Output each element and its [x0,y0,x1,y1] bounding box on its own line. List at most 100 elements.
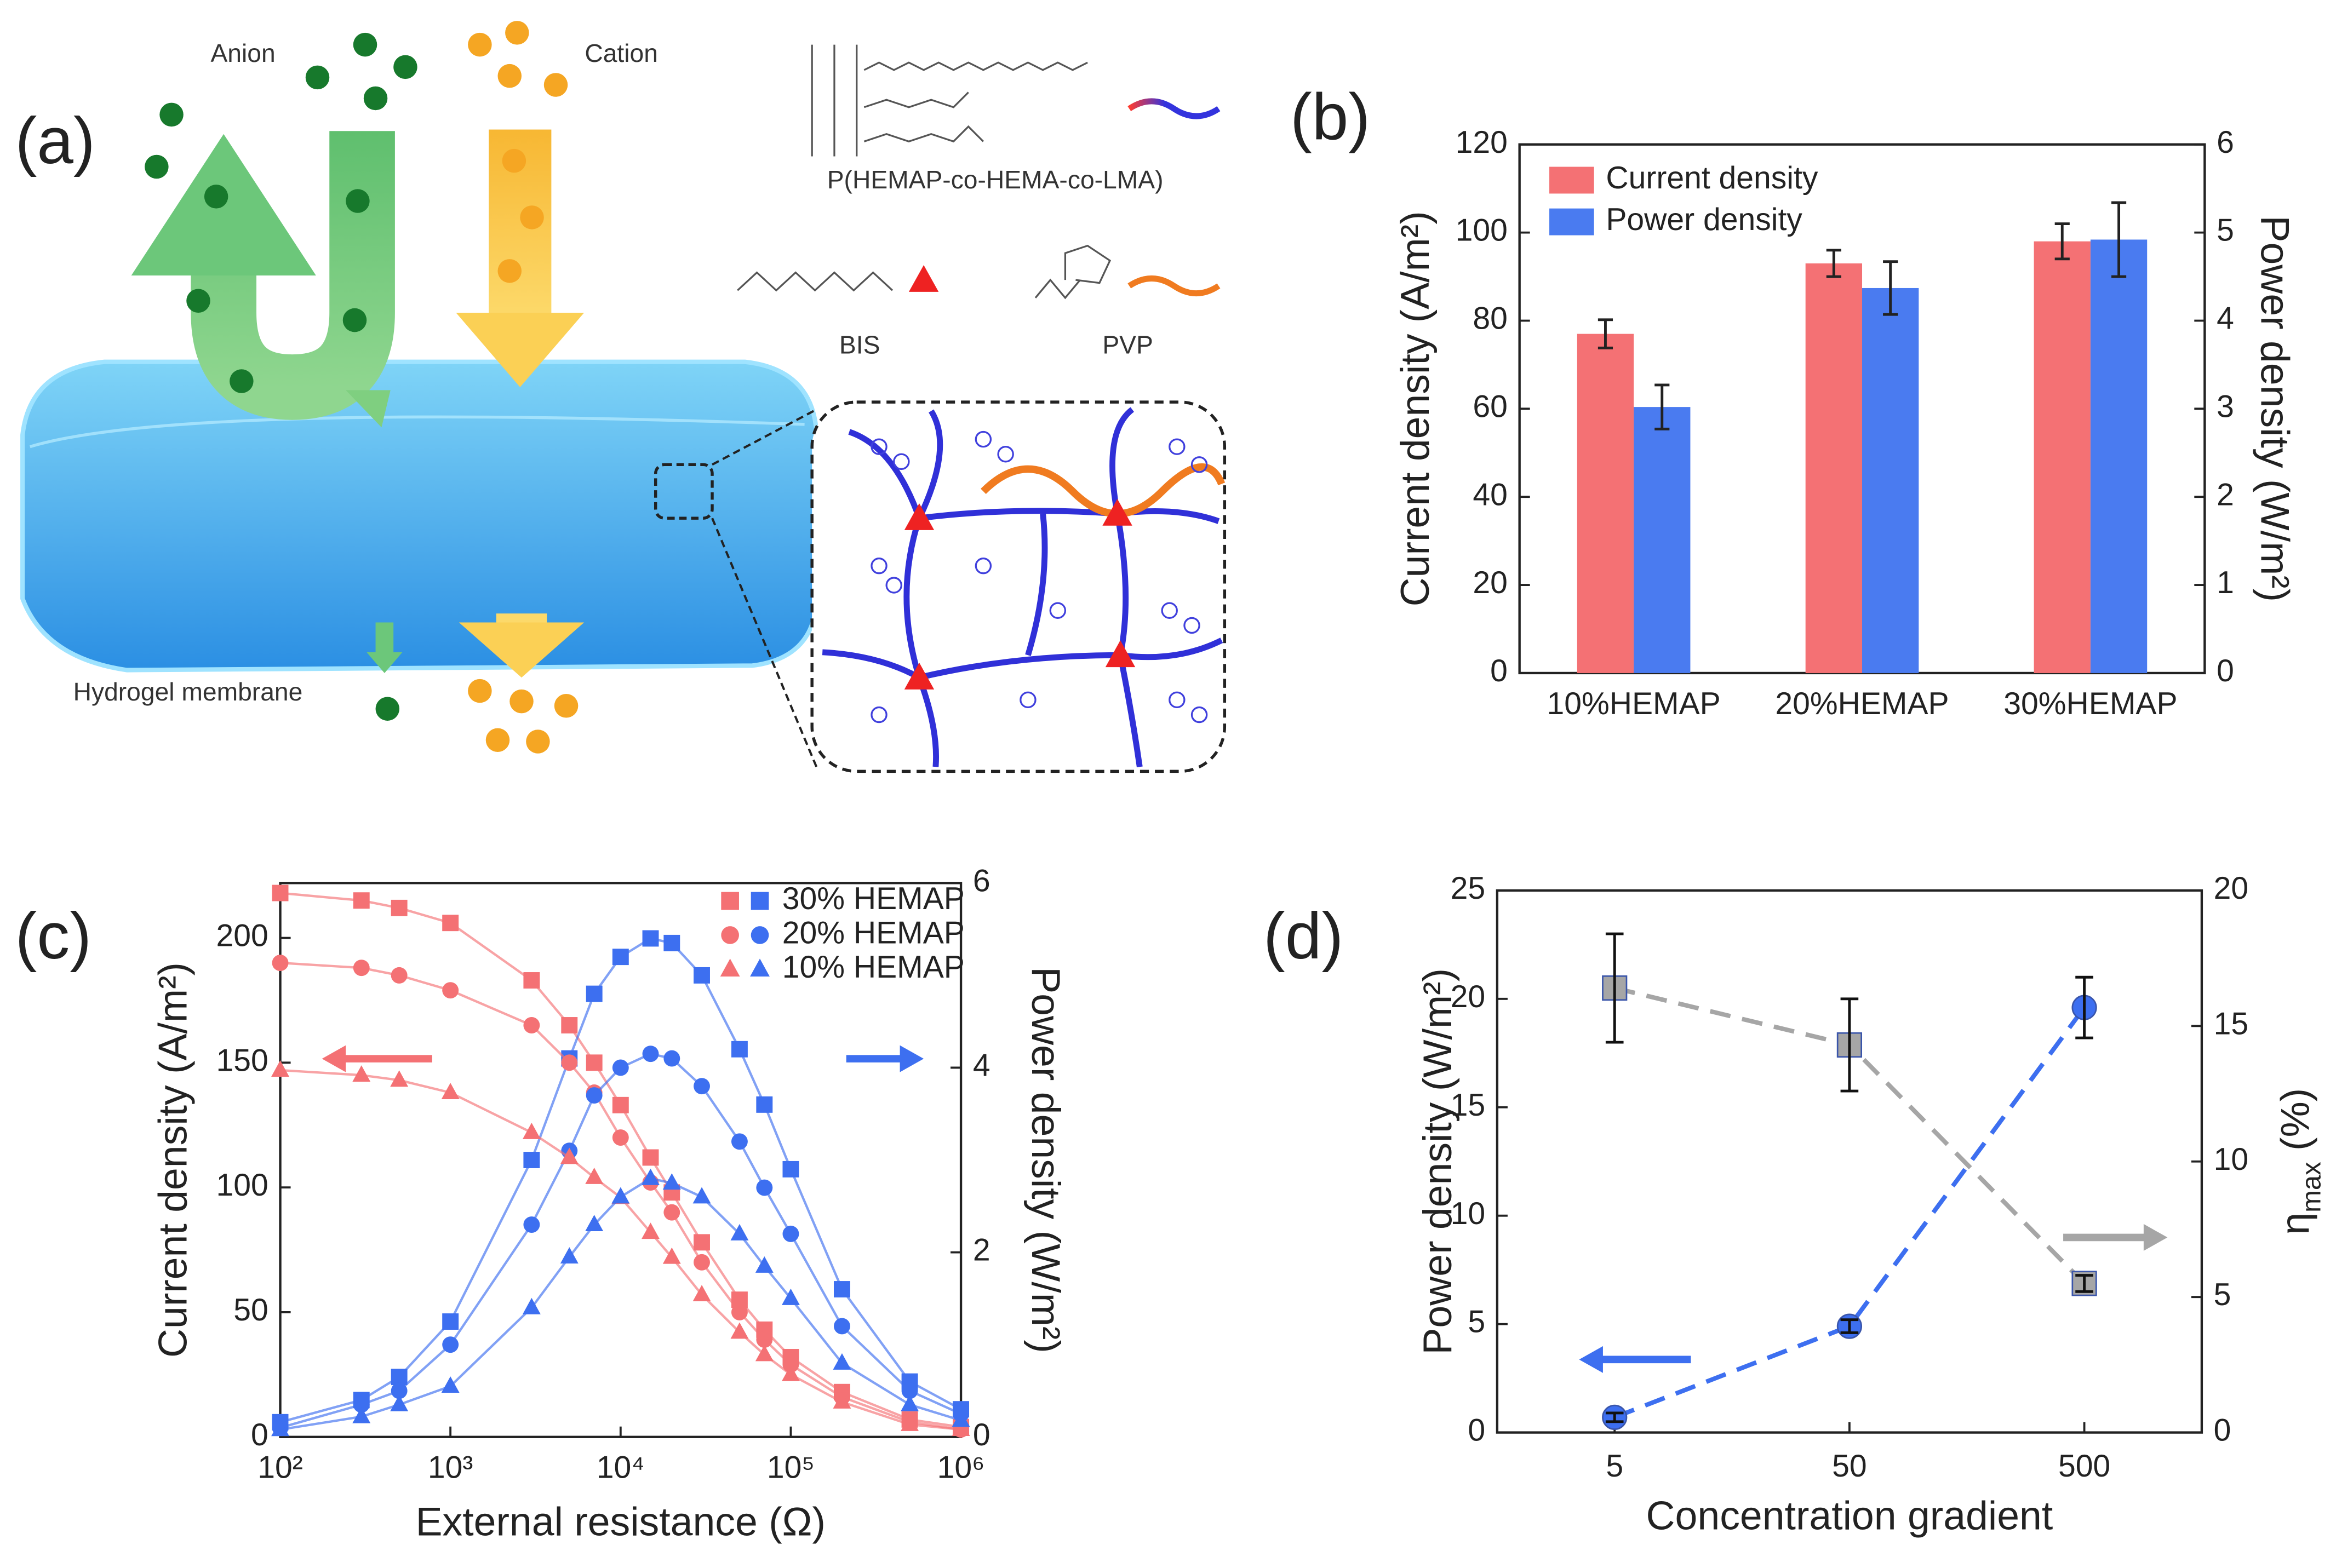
marker [586,1087,603,1104]
y2-axis-label: Power density (W/m²) [2252,216,2297,602]
error-bar [2054,222,2070,261]
zoom-box [654,463,714,520]
marker [271,1420,289,1437]
marker [586,1054,603,1071]
y-tick-label: 20 [1473,565,1508,600]
marker [586,985,603,1002]
bar [1634,407,1691,673]
marker [271,1060,289,1077]
x-tick-label: 10⁵ [767,1450,815,1485]
marker [781,1288,800,1305]
anion-arrow-tip [346,390,391,428]
pvp-icon [1127,275,1221,297]
marker [663,1050,680,1067]
error-bar [1840,1318,1859,1334]
y2-axis-label-part: η [2273,1213,2318,1235]
membrane-label: Hydrogel membrane [73,677,303,706]
marker [390,1394,409,1411]
marker [750,958,770,977]
marker [662,1247,681,1264]
marker [833,1353,851,1370]
axis-arrow-head [2143,1224,2168,1251]
marker [731,1133,748,1150]
marker [781,1364,800,1381]
anion-out-head [367,652,403,673]
marker [694,1254,710,1271]
schematic: Anion Cation Hydrogel membrane P(HEMAP-c… [20,21,1227,773]
marker [612,949,629,966]
marker [751,926,769,944]
y2-tick-label: 5 [2214,1277,2231,1312]
y-tick-label: 200 [216,918,268,954]
marker [441,1376,460,1393]
error-bar [1605,932,1624,1044]
marker [352,1406,371,1423]
series-line [279,937,962,1423]
series-line [1613,1006,2086,1420]
marker [952,1420,970,1437]
y2-tick-label: 0 [2214,1413,2231,1448]
y2-tick-label: 2 [973,1233,990,1268]
x-tick-label: 10%HEMAP [1547,686,1720,721]
error-bar [2075,1274,2093,1293]
x-tick-label: 10² [257,1450,303,1485]
marker [522,1297,541,1314]
y-tick-label: 50 [233,1293,268,1328]
marker [442,915,459,932]
y2-tick-label: 4 [973,1048,990,1083]
pvp-label: PVP [1102,331,1153,359]
cation-label: Cation [585,39,658,67]
crosslinks [904,498,1136,690]
y-tick-label: 0 [251,1417,268,1452]
bar [1862,288,1919,673]
panel-label: (a) [15,105,95,177]
marker [642,1168,660,1185]
marker [442,1313,459,1330]
marker [442,982,459,999]
marker [756,1331,773,1348]
x-tick-label: 5 [1606,1449,1623,1484]
phosphate-groups [871,430,1208,723]
x-axis-label: External resistance (Ω) [416,1500,826,1544]
bar [1577,334,1634,673]
x-tick-label: 10³ [428,1450,473,1485]
marker [756,1096,773,1113]
anion-arrow [191,131,395,420]
marker [442,1336,459,1353]
plot-frame [279,882,963,1438]
marker [523,1017,540,1033]
marker [522,1122,541,1139]
marker [692,1187,711,1204]
network-inset [810,400,1227,773]
marker [663,934,680,951]
bis-icon [908,265,939,292]
y2-tick-label: 4 [2217,301,2234,336]
marker [561,1017,578,1033]
error-bar [1654,383,1670,430]
marker [730,1224,749,1240]
y2-tick-label: 0 [973,1417,990,1452]
marker [612,1096,629,1113]
marker [391,1382,408,1399]
y2-axis-label-part: max [2297,1162,2327,1212]
marker [353,1396,370,1413]
marker [755,1256,774,1273]
y-tick-label: 80 [1473,301,1508,336]
marker [694,1078,710,1095]
marker [391,1369,408,1386]
marker [272,884,289,901]
cation-arrow-head [456,312,585,387]
y2-axis-label: ηmax (%) [2273,1088,2327,1235]
y2-tick-label: 1 [2217,565,2234,600]
panel-label: (b) [1290,81,1370,154]
marker [833,1318,850,1335]
marker [751,892,769,910]
legend-label: Current density [1606,160,1818,196]
marker [721,892,739,910]
y2-tick-label: 10 [2214,1142,2249,1177]
chemical-structures [737,44,1112,300]
axis-arrow-head [322,1045,346,1072]
marker [901,1382,918,1399]
cation-out-head [459,622,585,678]
